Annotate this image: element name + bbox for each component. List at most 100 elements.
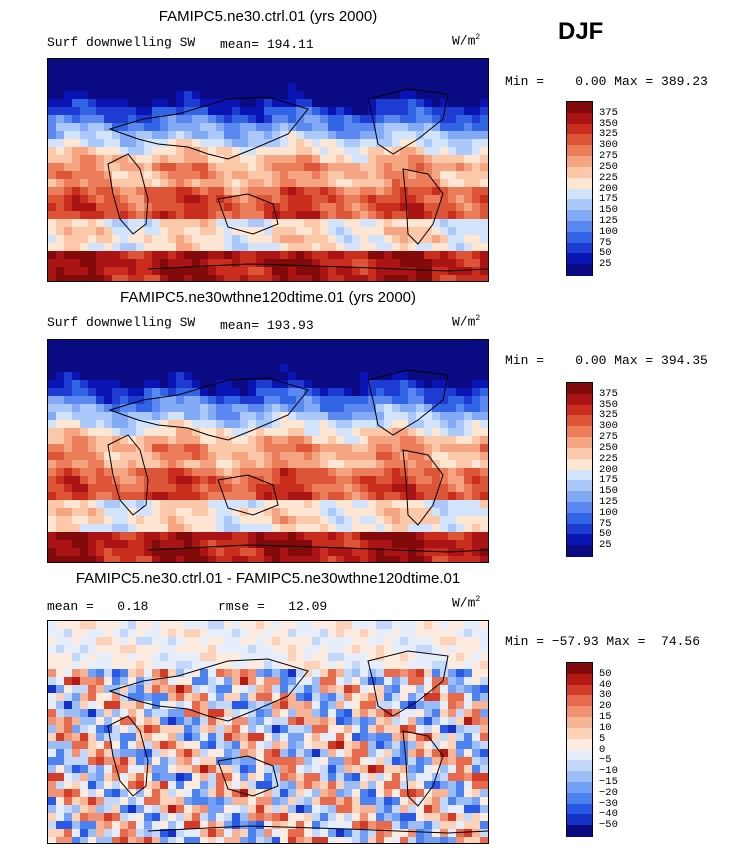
field-cell xyxy=(128,267,137,276)
field-cell xyxy=(296,669,305,678)
field-cell xyxy=(216,436,225,445)
field-cell xyxy=(280,484,289,493)
field-cell xyxy=(424,685,433,694)
field-cell xyxy=(448,701,457,710)
field-cell xyxy=(64,348,73,357)
field-cell xyxy=(176,388,185,397)
field-cell xyxy=(360,388,369,397)
field-cell xyxy=(200,364,209,373)
field-cell xyxy=(400,115,409,124)
field-cell xyxy=(48,155,57,164)
field-cell xyxy=(456,235,465,244)
field-cell xyxy=(320,75,329,84)
field-cell xyxy=(104,195,113,204)
field-cell xyxy=(152,187,161,196)
field-cell xyxy=(80,661,89,670)
field-cell xyxy=(48,749,57,758)
colorbar-segment xyxy=(567,771,592,783)
field-cell xyxy=(384,123,393,132)
field-cell xyxy=(360,540,369,549)
field-cell xyxy=(96,701,105,710)
field-cell xyxy=(448,147,457,156)
field-cell xyxy=(304,227,313,236)
field-cell xyxy=(232,789,241,798)
field-cell xyxy=(216,484,225,493)
field-cell xyxy=(280,733,289,742)
field-cell xyxy=(144,340,153,349)
field-cell xyxy=(424,829,433,838)
field-cell xyxy=(200,420,209,429)
field-cell xyxy=(408,267,417,276)
field-cell xyxy=(224,428,233,437)
field-cell xyxy=(416,661,425,670)
field-cell xyxy=(176,404,185,413)
field-cell xyxy=(136,155,145,164)
field-cell xyxy=(280,396,289,405)
field-cell xyxy=(448,219,457,228)
field-cell xyxy=(408,139,417,148)
field-cell xyxy=(448,99,457,108)
field-cell xyxy=(472,91,481,100)
field-cell xyxy=(376,123,385,132)
field-cell xyxy=(448,155,457,164)
field-cell xyxy=(360,227,369,236)
field-cell xyxy=(288,251,297,260)
field-cell xyxy=(72,532,81,541)
field-cell xyxy=(64,653,73,662)
field-cell xyxy=(184,805,193,814)
field-cell xyxy=(328,540,337,549)
field-cell xyxy=(48,115,57,124)
field-cell xyxy=(384,829,393,838)
field-cell xyxy=(448,251,457,260)
field-cell xyxy=(128,364,137,373)
field-cell xyxy=(440,629,449,638)
field-cell xyxy=(104,813,113,822)
field-cell xyxy=(360,404,369,413)
field-cell xyxy=(208,364,217,373)
field-cell xyxy=(464,187,473,196)
field-cell xyxy=(136,717,145,726)
field-cell xyxy=(128,653,137,662)
field-cell xyxy=(392,115,401,124)
field-cell xyxy=(360,251,369,260)
field-cell xyxy=(312,629,321,638)
field-cell xyxy=(80,813,89,822)
field-cell xyxy=(328,155,337,164)
field-cell xyxy=(472,460,481,469)
field-cell xyxy=(240,356,249,365)
field-cell xyxy=(344,340,353,349)
field-cell xyxy=(144,621,153,630)
field-cell xyxy=(416,781,425,790)
field-cell xyxy=(440,476,449,485)
field-cell xyxy=(64,388,73,397)
field-cell xyxy=(56,548,65,557)
field-cell xyxy=(448,452,457,461)
field-cell xyxy=(48,653,57,662)
field-cell xyxy=(152,428,161,437)
field-cell xyxy=(224,444,233,453)
field-cell xyxy=(200,99,209,108)
field-cell xyxy=(232,733,241,742)
field-cell xyxy=(288,211,297,220)
field-cell xyxy=(320,797,329,806)
colorbar-tick-label: 300 xyxy=(599,139,618,152)
field-cell xyxy=(432,364,441,373)
field-cell xyxy=(408,396,417,405)
field-cell xyxy=(128,805,137,814)
field-cell xyxy=(240,741,249,750)
field-cell xyxy=(440,91,449,100)
field-cell xyxy=(248,436,257,445)
field-cell xyxy=(352,532,361,541)
field-cell xyxy=(416,476,425,485)
field-cell xyxy=(104,749,113,758)
field-cell xyxy=(352,669,361,678)
field-cell xyxy=(128,259,137,268)
field-cell xyxy=(152,203,161,212)
field-cell xyxy=(96,532,105,541)
field-cell xyxy=(56,717,65,726)
field-cell xyxy=(240,123,249,132)
field-cell xyxy=(280,532,289,541)
field-cell xyxy=(320,243,329,252)
field-cell xyxy=(200,621,209,630)
field-cell xyxy=(168,211,177,220)
